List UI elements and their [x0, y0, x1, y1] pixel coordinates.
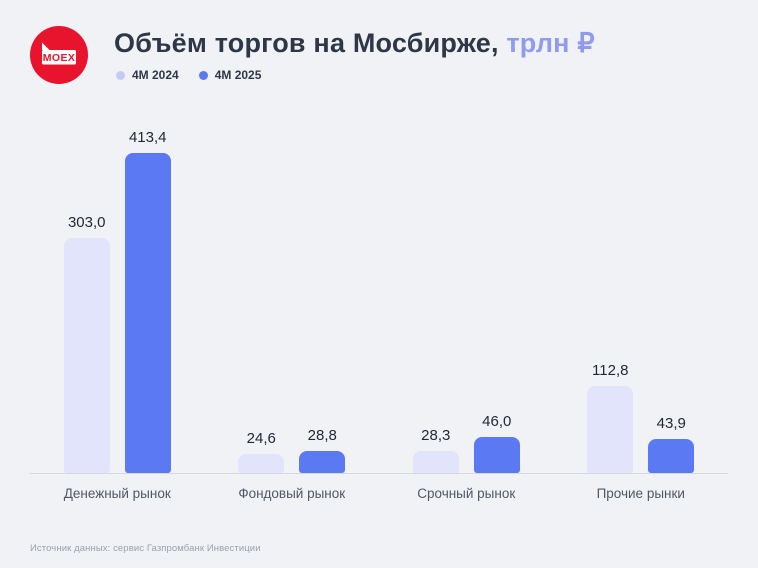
bar-item: 28,3 [412, 427, 459, 473]
bar-item: 24,6 [238, 430, 285, 473]
moex-logo-text: MOEX [43, 52, 76, 64]
bar-group: 112,8 43,9 [554, 362, 729, 473]
bar-item: 28,8 [299, 427, 346, 473]
bar-group: 303,0 413,4 [30, 129, 205, 473]
bar [63, 238, 110, 473]
bar-value-label: 24,6 [246, 430, 276, 447]
legend-item: 4M 2024 [116, 68, 179, 82]
bar-item: 46,0 [473, 413, 520, 473]
bar-item: 43,9 [648, 415, 695, 473]
moex-logo: MOEX [30, 26, 88, 84]
category-label: Срочный рынок [417, 486, 516, 501]
bar-item: 303,0 [63, 214, 110, 473]
category-label: Прочие рынки [596, 486, 685, 501]
bar [648, 439, 695, 473]
bar-group: 24,6 28,8 [205, 427, 380, 473]
bar-value-label: 413,4 [128, 129, 167, 146]
legend-dot [116, 70, 125, 80]
chart-plot: 303,0 413,4 24,6 28,8 28,3 46,0 112,8 43,9 [30, 122, 728, 474]
bar-group: 28,3 46,0 [379, 413, 554, 473]
bar-value-label: 43,9 [656, 415, 686, 432]
bar [473, 437, 520, 473]
bar-value-label: 112,8 [592, 362, 629, 379]
bar-item: 112,8 [587, 362, 634, 473]
bar [238, 454, 285, 473]
bar [299, 451, 346, 473]
bar-value-label: 28,3 [421, 427, 451, 444]
bar-value-label: 46,0 [482, 413, 512, 430]
legend-item: 4M 2025 [198, 68, 262, 83]
page-title: Объём торгов на Мосбирже, трлн ₽ [114, 28, 595, 59]
moex-logo-icon: MOEX [30, 26, 88, 84]
bar [412, 451, 459, 473]
legend-label: 4M 2025 [214, 68, 262, 83]
category-label: Денежный рынок [63, 486, 171, 501]
bar [587, 386, 634, 473]
bar-value-label: 28,8 [307, 427, 337, 444]
source-note: Источник данных: сервис Газпромбанк Инве… [30, 543, 261, 554]
chart-categories: Денежный рынок Фондовый рынок Срочный рыно… [30, 474, 728, 501]
bar-value-label: 303,0 [67, 214, 106, 231]
page-title-accent: трлн ₽ [498, 27, 595, 58]
header: MOEX Объём торгов на Мосбирже, трлн ₽ 4M… [30, 26, 728, 84]
title-block: Объём торгов на Мосбирже, трлн ₽ 4M 2024… [114, 28, 595, 82]
category-label: Фондовый рынок [238, 486, 346, 501]
legend-label: 4M 2024 [132, 68, 179, 83]
chart-legend: 4M 2024 4M 2025 [114, 68, 595, 82]
bar-item: 413,4 [124, 129, 171, 473]
page-title-main: Объём торгов на Мосбирже, [114, 27, 499, 58]
bar [124, 153, 171, 473]
legend-dot [198, 70, 208, 80]
